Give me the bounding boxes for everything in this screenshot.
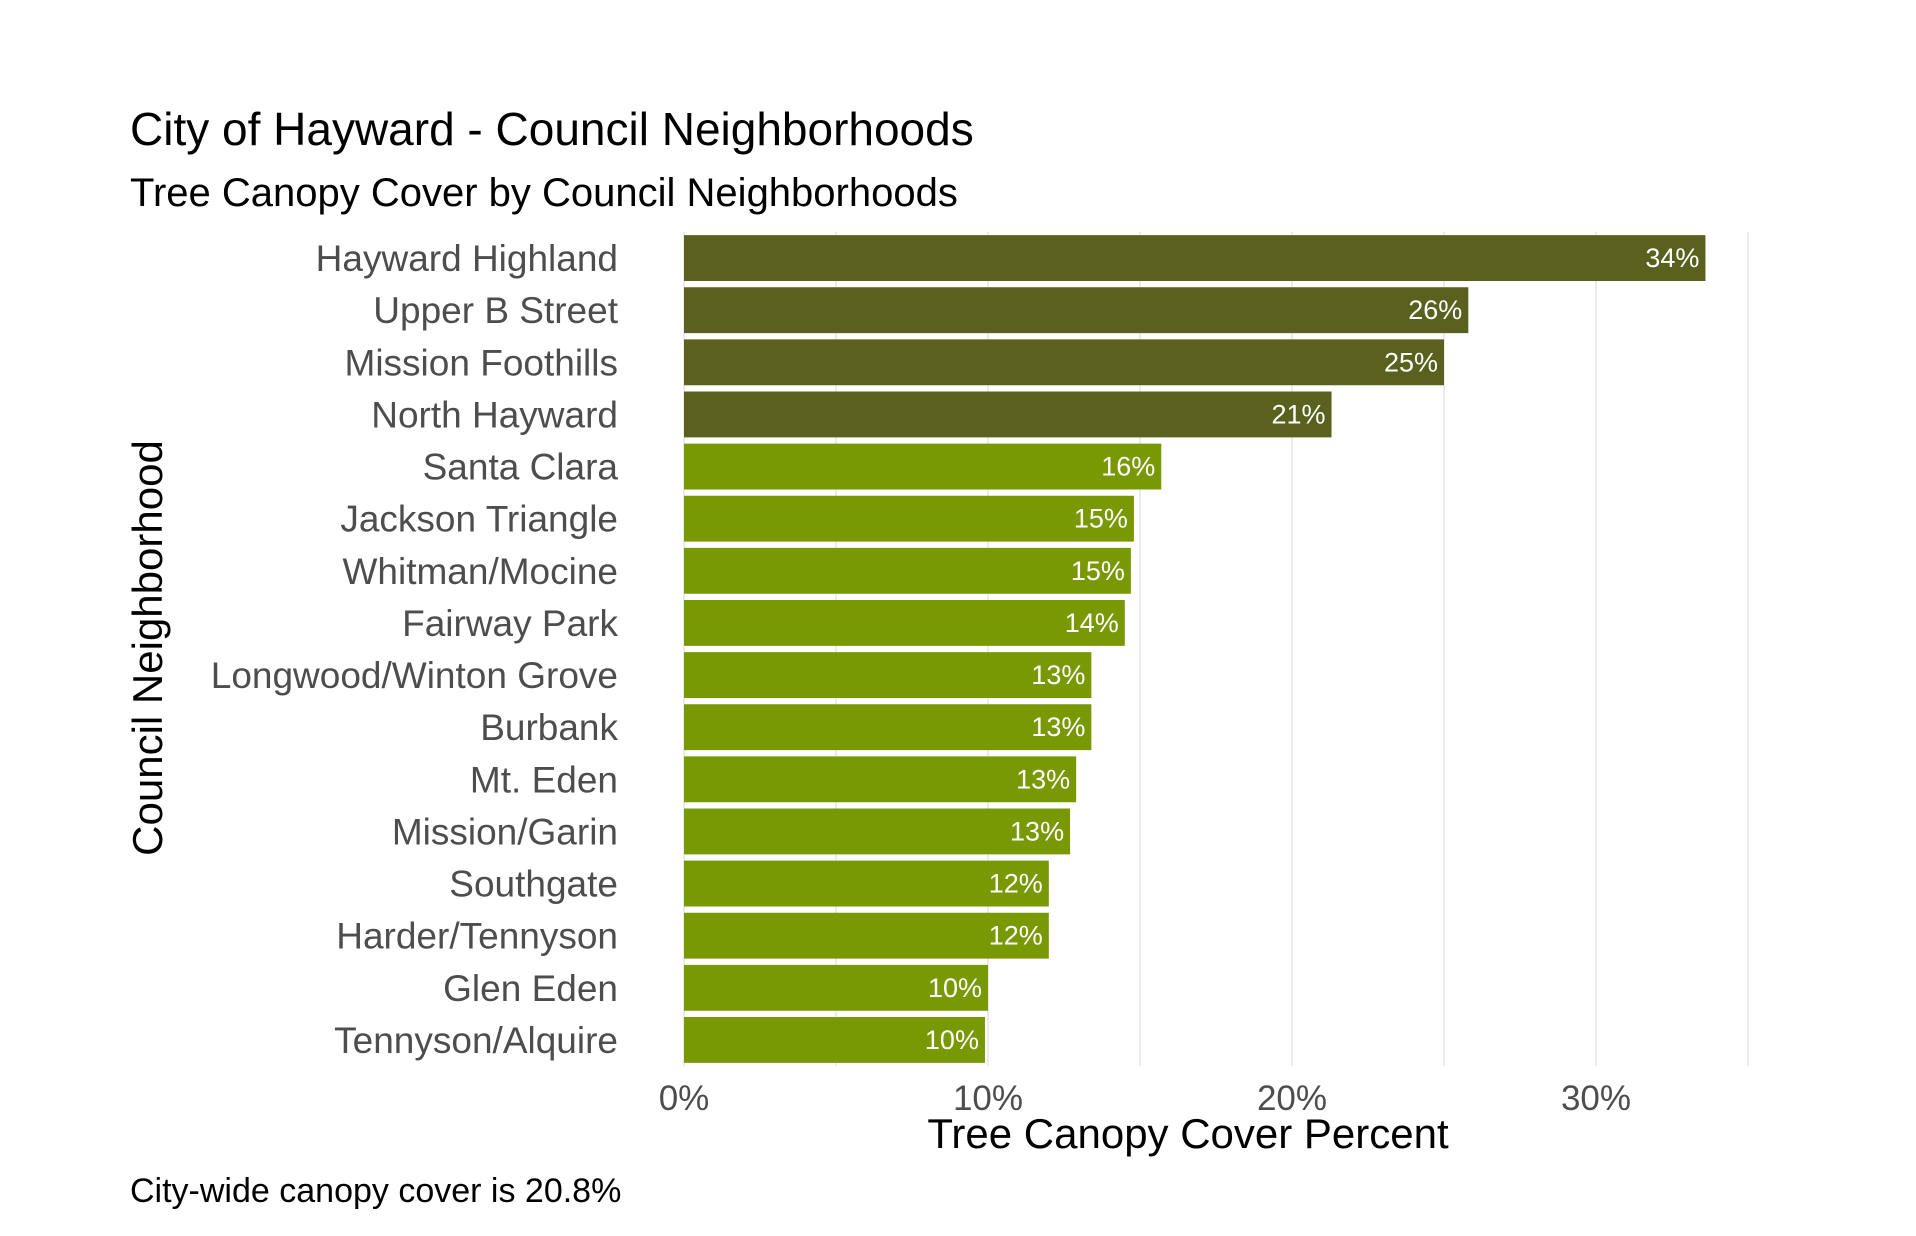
y-tick-label: Mission/Garin <box>392 811 618 852</box>
y-tick-label: Fairway Park <box>402 603 618 644</box>
bar <box>684 652 1092 698</box>
bar-value-label: 16% <box>1101 452 1155 482</box>
y-tick-label: Santa Clara <box>423 447 619 488</box>
x-tick-label: 0% <box>659 1079 710 1118</box>
chart-caption: City-wide canopy cover is 20.8% <box>130 1172 621 1210</box>
x-tick-label: 10% <box>953 1079 1023 1118</box>
bar <box>684 704 1092 751</box>
bar-value-label: 12% <box>989 869 1043 899</box>
bar <box>684 547 1131 594</box>
bar-value-label: 13% <box>1031 712 1085 742</box>
bar <box>684 339 1444 386</box>
bar-value-label: 25% <box>1384 347 1438 377</box>
y-tick-label: Hayward Highland <box>316 238 618 279</box>
bar <box>684 756 1077 803</box>
bar <box>684 391 1332 438</box>
bar-value-label: 15% <box>1071 556 1125 586</box>
bar-value-labels: 34%26%25%21%16%15%15%14%13%13%13%13%12%1… <box>925 243 1700 1055</box>
bar-value-label: 10% <box>925 1025 979 1055</box>
y-tick-label: Burbank <box>480 707 618 748</box>
bar-value-label: 21% <box>1271 399 1325 429</box>
y-tick-label: Harder/Tennyson <box>336 916 618 957</box>
x-tick-label: 30% <box>1561 1079 1631 1118</box>
y-axis-tick-labels: Hayward Highland Upper B Street Mission Fo… <box>211 238 619 1061</box>
bar <box>684 860 1049 907</box>
y-tick-label: Longwood/Winton Grove <box>211 655 618 696</box>
bar-value-label: 13% <box>1010 816 1064 846</box>
chart-title: City of Hayward - Council Neighborhoods <box>130 103 974 155</box>
bar <box>684 1017 985 1063</box>
y-tick-label: Jackson Triangle <box>340 499 618 540</box>
chart-subtitle: Tree Canopy Cover by Council Neighborhoo… <box>130 171 958 215</box>
x-axis-title: Tree Canopy Cover Percent <box>927 1110 1449 1157</box>
x-axis-tick-labels: 0% 10% 20% 30% <box>659 1079 1631 1118</box>
bars <box>684 235 1706 1063</box>
bar <box>684 235 1706 281</box>
y-tick-label: Mission Foothills <box>345 342 618 383</box>
y-tick-label: Southgate <box>449 864 618 905</box>
bar-value-label: 14% <box>1065 608 1119 638</box>
bar-value-label: 13% <box>1031 660 1085 690</box>
y-tick-label: Whitman/Mocine <box>342 551 618 592</box>
bar <box>684 808 1071 855</box>
bar-value-label: 15% <box>1074 504 1128 534</box>
y-tick-label: Upper B Street <box>373 290 618 331</box>
y-tick-label: Tennyson/Alquire <box>334 1020 618 1061</box>
bar <box>684 495 1134 542</box>
bar-value-label: 34% <box>1645 243 1699 273</box>
y-tick-label: Glen Eden <box>443 968 618 1009</box>
bar <box>684 600 1125 646</box>
y-axis-title: Council Neighborhood <box>124 440 171 856</box>
y-tick-label: Mt. Eden <box>470 759 618 800</box>
bar <box>684 443 1162 490</box>
bar <box>684 964 988 1011</box>
bar-value-label: 13% <box>1016 764 1070 794</box>
bar-value-label: 26% <box>1408 295 1462 325</box>
bar-value-label: 12% <box>989 921 1043 951</box>
bar-value-label: 10% <box>928 973 982 1003</box>
y-tick-label: North Hayward <box>371 394 618 435</box>
x-tick-label: 20% <box>1257 1079 1327 1118</box>
bar <box>684 912 1049 959</box>
bar <box>684 287 1469 334</box>
